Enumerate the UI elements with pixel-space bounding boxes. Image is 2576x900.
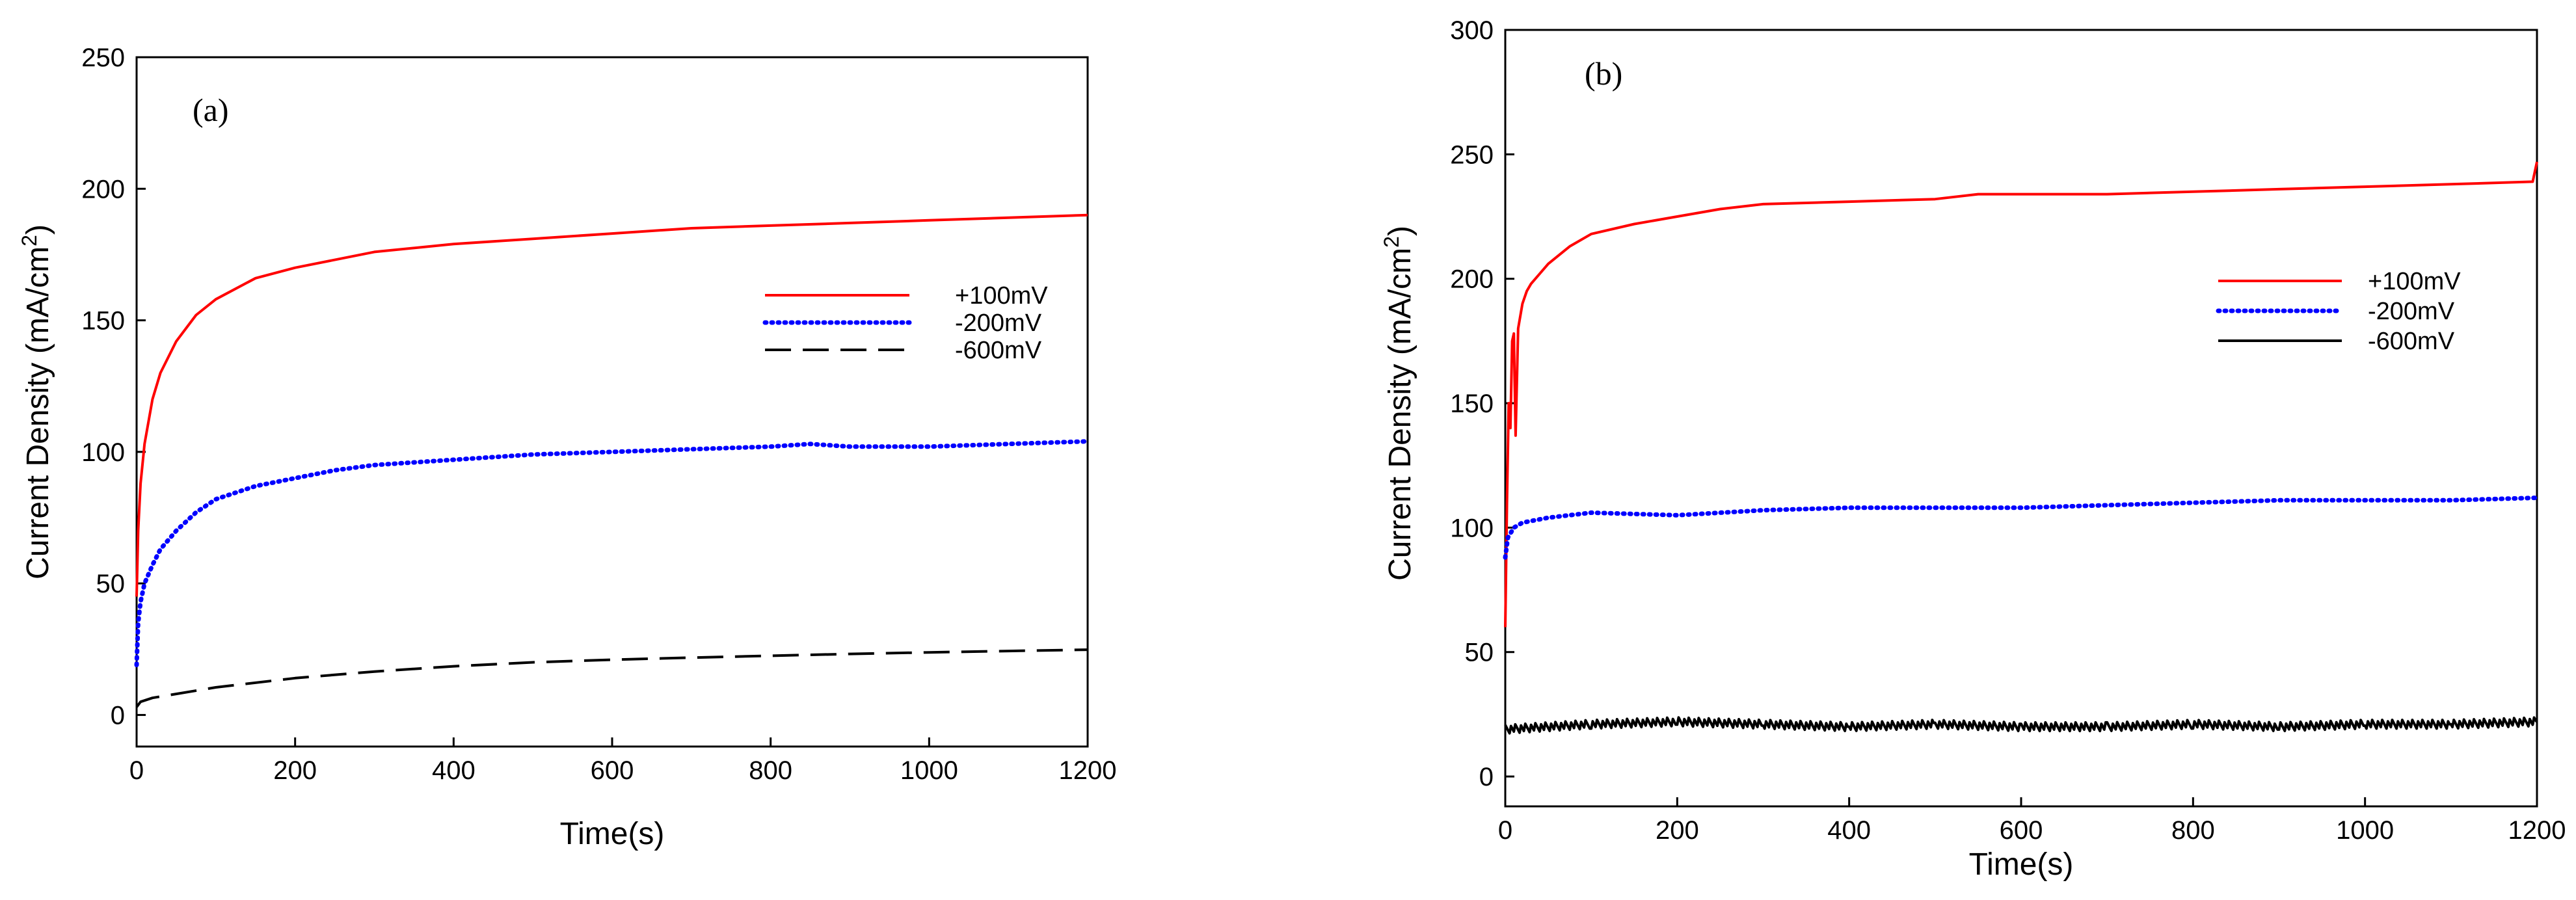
x-tick-label: 1200: [1059, 756, 1117, 785]
y-tick-label: 100: [1450, 514, 1494, 542]
series-line-600mv: [1504, 716, 2538, 735]
y-tick-label: 50: [1465, 639, 1494, 667]
plot-frame-b: [1504, 29, 2538, 808]
x-tick-label: 1000: [2336, 816, 2394, 845]
x-tick-label: 200: [273, 756, 317, 785]
legend-label: -600mV: [2368, 328, 2455, 355]
y-tick-label: 250: [81, 44, 125, 72]
chart-panel-a: (a) Time(s) Current Density (mA/cm2) 0 20…: [18, 44, 1116, 851]
legend-label: -600mV: [955, 337, 1042, 364]
legend-a: +100mV-200mV-600mV: [762, 282, 1048, 364]
panel-label-a: (a): [193, 92, 229, 128]
x-tick-label: 600: [591, 756, 634, 785]
legend-label: +100mV: [955, 282, 1048, 310]
x-tick-label: 1000: [900, 756, 958, 785]
y-tick-label: 200: [1450, 265, 1494, 294]
legend-label: -200mV: [955, 310, 1042, 337]
series-line-200mv: [134, 439, 1090, 668]
legend-label: -200mV: [2368, 298, 2455, 325]
legend-label: +100mV: [2368, 268, 2461, 295]
y-axis-title-b: Current Density (mA/cm2): [1380, 226, 1417, 581]
x-tick-label: 1200: [2508, 816, 2566, 845]
x-axis-title-a: Time(s): [560, 817, 665, 851]
y-tick-label: 50: [96, 570, 126, 598]
x-tick-label: 400: [432, 756, 476, 785]
y-tick-label: 250: [1450, 140, 1494, 169]
y-tick-label: 100: [81, 438, 125, 467]
x-tick-label: 400: [1827, 816, 1871, 845]
panel-label-b: (b): [1585, 55, 1622, 92]
x-tick-label: 600: [2000, 816, 2043, 845]
ticks-a: 0 200 400 600 800 1000 1200 0 50 100 150 200 250: [81, 44, 1116, 785]
x-tick-label: 800: [2171, 816, 2215, 845]
series-line-600mv: [135, 648, 1088, 708]
y-axis-title-a: Current Density (mA/cm2): [18, 224, 55, 579]
y-tick-label: 300: [1450, 16, 1494, 45]
x-tick-label: 0: [1498, 816, 1512, 845]
y-tick-label: 150: [81, 307, 125, 336]
x-tick-label: 200: [1656, 816, 1699, 845]
series-a: [134, 213, 1090, 708]
chart-panel-b: (b) Time(s) Current Density (mA/cm2) 0 20…: [1380, 16, 2566, 882]
series-b: [1503, 161, 2540, 735]
series-line-100mv: [135, 213, 1088, 597]
series-line-100mv: [1504, 161, 2538, 628]
ticks-b: 0 200 400 600 800 1000 1200 0 50 100 150 200 250 300: [1450, 16, 2566, 845]
y-tick-label: 0: [111, 701, 125, 730]
y-tick-label: 0: [1479, 763, 1494, 791]
y-tick-label: 200: [81, 175, 125, 204]
y-tick-label: 150: [1450, 390, 1494, 418]
x-axis-title-b: Time(s): [1969, 847, 2074, 882]
x-tick-label: 0: [129, 756, 144, 785]
series-line-200mv: [1503, 496, 2540, 560]
legend-b: +100mV -200mV -600mV: [2216, 268, 2461, 355]
x-tick-label: 800: [749, 756, 792, 785]
plot-frame-a: [135, 56, 1089, 748]
